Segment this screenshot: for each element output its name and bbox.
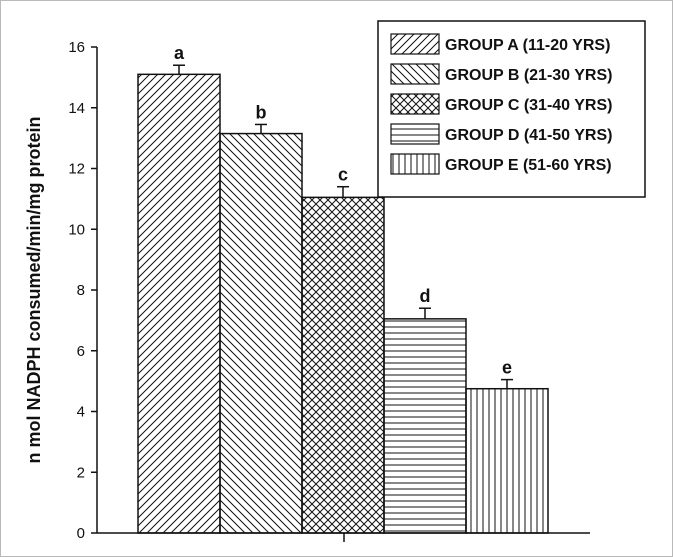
legend-label: GROUP B (21-30 YRS) [445,67,612,84]
legend-item: GROUP B (21-30 YRS) [390,63,612,85]
legend-label: GROUP D (41-50 YRS) [445,127,612,144]
data-label: c [338,165,348,185]
y-tick-label: 10 [68,221,85,238]
legend-item: GROUP A (11-20 YRS) [390,33,610,55]
legend-swatch [390,123,440,145]
y-tick-label: 4 [77,404,85,421]
y-tick-label: 0 [77,525,85,542]
bar-group: a [137,43,221,534]
bar [301,196,385,534]
legend-swatch [390,93,440,115]
bar-group: d [383,286,467,534]
data-label: d [420,286,431,306]
legend-label: GROUP A (11-20 YRS) [445,37,610,54]
legend-item: GROUP E (51-60 YRS) [390,153,612,175]
y-axis-label: n mol NADPH consumed/min/mg protein [24,116,44,463]
bar [465,387,549,534]
bar-group: e [465,358,549,534]
y-tick-label: 16 [68,39,85,56]
y-tick-label: 6 [77,343,85,360]
bar [383,318,467,534]
bars: a b c d e [137,43,549,534]
y-tick-label: 8 [77,282,85,299]
bar [219,132,303,534]
data-label: b [256,102,267,122]
data-label: e [502,358,512,378]
legend-item: GROUP C (31-40 YRS) [390,93,612,115]
legend: GROUP A (11-20 YRS) GROUP B (21-30 YRS) GR… [377,20,646,198]
bar [137,73,221,534]
y-tick-label: 12 [68,161,85,178]
legend-swatch [390,33,440,55]
bar-group: c [301,165,385,534]
y-tick-label: 14 [68,100,85,117]
bar-group: b [219,102,303,534]
legend-swatch [390,153,440,175]
y-ticks: 0 2 4 6 8 10 12 14 16 [68,39,97,542]
legend-item: GROUP D (41-50 YRS) [390,123,612,145]
legend-label: GROUP E (51-60 YRS) [445,157,612,174]
y-tick-label: 2 [77,464,85,481]
data-label: a [174,43,185,63]
legend-swatch [390,63,440,85]
legend-label: GROUP C (31-40 YRS) [445,97,612,114]
